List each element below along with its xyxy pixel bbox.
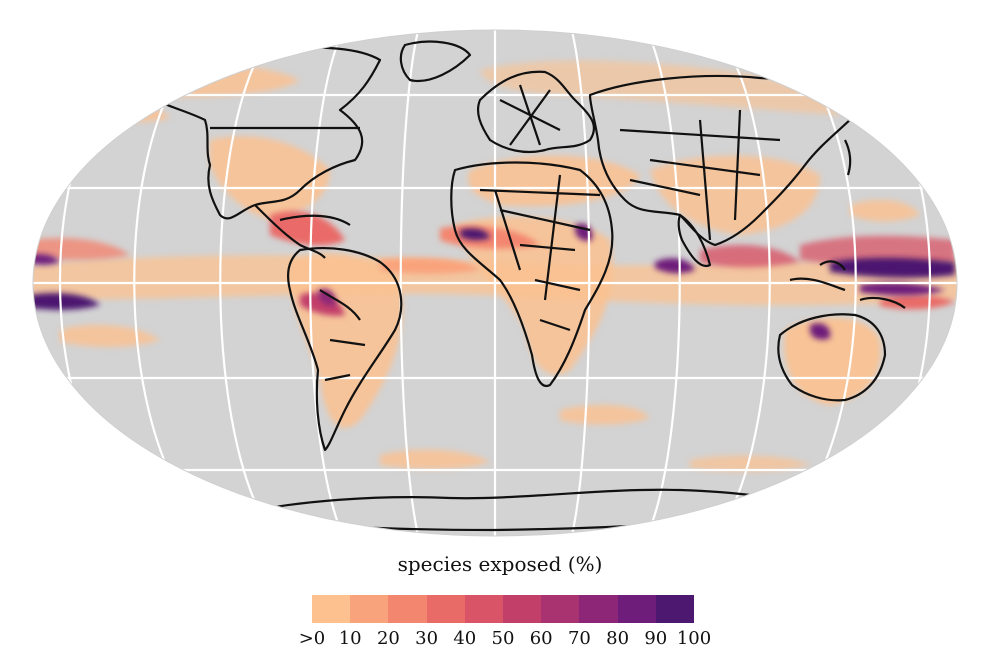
legend-tick-label: 60 bbox=[529, 628, 553, 649]
color-legend bbox=[312, 595, 694, 623]
legend-tick-label: 30 bbox=[415, 628, 439, 649]
legend-swatch bbox=[350, 595, 389, 623]
legend-tick-label: 80 bbox=[606, 628, 630, 649]
legend-title: species exposed (%) bbox=[397, 552, 603, 576]
legend-tick-label: 70 bbox=[567, 628, 591, 649]
legend-swatch bbox=[541, 595, 580, 623]
globe-border bbox=[32, 29, 958, 537]
legend-swatch bbox=[426, 595, 465, 623]
legend-ticks: >0 10 20 30 40 50 60 70 80 90 100 bbox=[292, 628, 732, 652]
legend-swatch bbox=[464, 595, 503, 623]
exposure-layer bbox=[33, 60, 957, 472]
legend-tick-label: 100 bbox=[676, 628, 712, 649]
legend-swatch bbox=[388, 595, 427, 623]
legend-tick-label: 20 bbox=[376, 628, 400, 649]
greenland-outline bbox=[399, 40, 472, 83]
legend-tick-label: 10 bbox=[338, 628, 362, 649]
legend-tick-label: 90 bbox=[644, 628, 668, 649]
legend-swatch bbox=[655, 595, 694, 623]
legend-tick-label: 50 bbox=[491, 628, 515, 649]
legend-tick-label: 40 bbox=[453, 628, 477, 649]
legend-swatch bbox=[502, 595, 542, 623]
world-map bbox=[32, 29, 958, 537]
legend-swatch bbox=[312, 595, 351, 623]
legend-tick-label: >0 bbox=[298, 628, 326, 649]
legend-swatch bbox=[579, 595, 618, 623]
legend-swatch bbox=[617, 595, 656, 623]
